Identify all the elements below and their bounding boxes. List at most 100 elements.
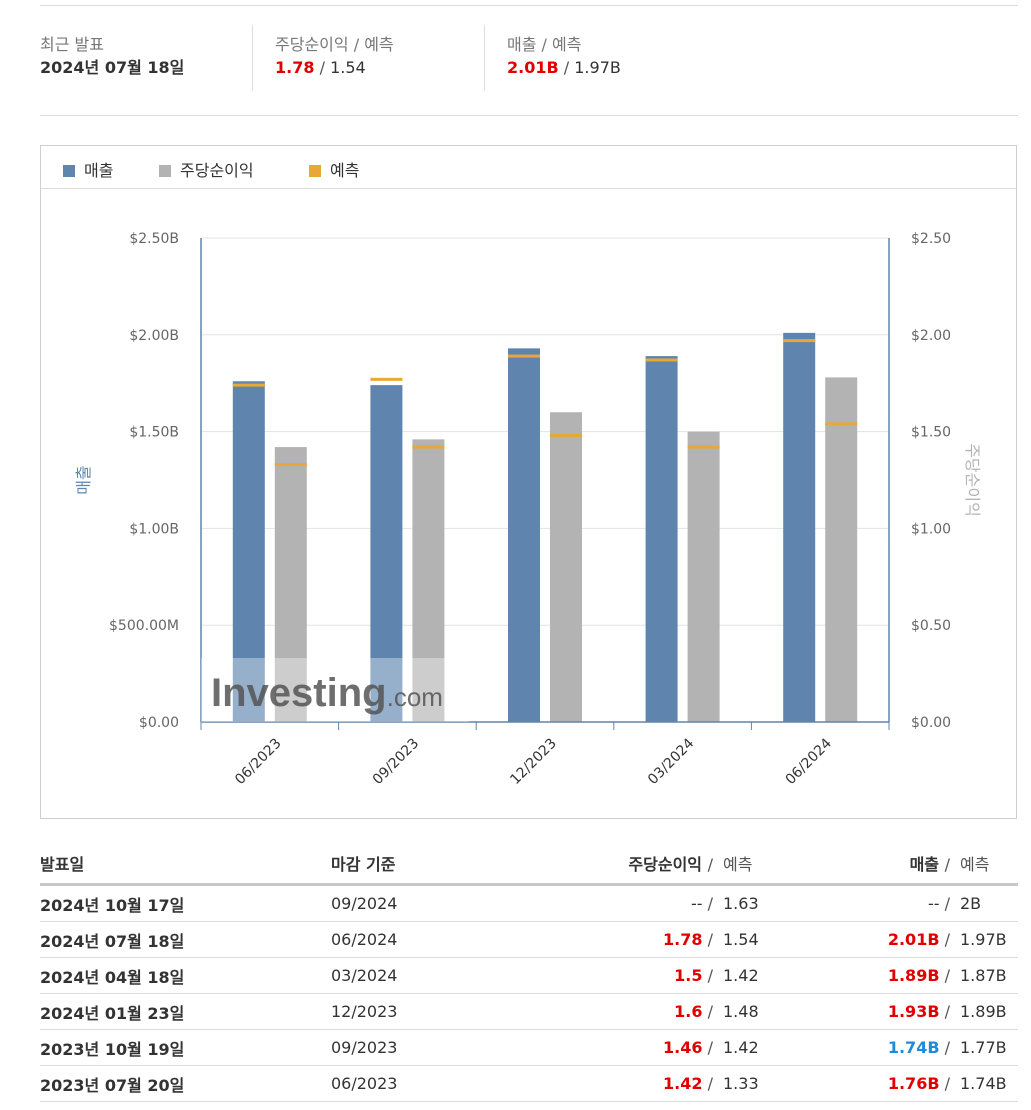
row-period: 06/2024	[331, 921, 481, 958]
right-tick-label: $2.50	[911, 231, 951, 247]
summary-eps: 주당순이익 / 예측 1.78 / 1.54	[252, 25, 485, 91]
revenue-label: 매출 / 예측	[507, 35, 582, 54]
table-row: 2023년 10월 19일 09/2023 1.46 /1.42 1.74B /1.7…	[40, 1029, 1018, 1066]
row-revenue: 2.01B /1.97B	[771, 921, 1018, 958]
row-date: 2024년 01월 23일	[40, 993, 331, 1030]
col-date[interactable]: 발표일	[40, 843, 331, 886]
left-tick-label: $1.50B	[129, 425, 179, 441]
revenue-value: 2.01B / 1.97B	[507, 58, 621, 77]
row-eps: 1.78 /1.54	[481, 921, 771, 958]
table-row: 2024년 10월 17일 09/2024 -- /1.63 -- /2B	[40, 884, 1018, 922]
x-tick-label: 09/2023	[370, 736, 422, 788]
row-revenue: -- /2B	[771, 884, 1018, 922]
row-date: 2024년 10월 17일	[40, 884, 331, 922]
left-tick-label: $2.00B	[129, 328, 179, 344]
chart-legend: 매출 주당순이익 예측	[41, 146, 1016, 189]
summary-release: 최근 발표 2024년 07월 18일	[40, 25, 250, 91]
right-tick-label: $0.00	[911, 715, 951, 731]
left-tick-label: $500.00M	[109, 618, 179, 634]
row-date: 2023년 07월 20일	[40, 1065, 331, 1102]
legend-revenue-swatch	[63, 165, 75, 177]
eps-forecast-mark	[274, 463, 307, 467]
watermark-logo: Investing.com	[211, 671, 443, 715]
table-header-row: 발표일 마감 기준 주당순이익 / 예측 매출 / 예측	[40, 843, 1018, 886]
eps-forecast-mark	[687, 445, 720, 449]
row-period: 09/2024	[331, 884, 481, 922]
table-row: 2024년 04월 18일 03/2024 1.5 /1.42 1.89B /1.87…	[40, 957, 1018, 994]
legend-forecast[interactable]: 예측	[309, 157, 359, 181]
revenue-bar	[232, 381, 265, 722]
left-tick-label: $0.00	[139, 715, 179, 731]
revenue-bar	[645, 356, 678, 722]
top-divider	[40, 5, 1018, 6]
col-eps[interactable]: 주당순이익 / 예측	[481, 843, 771, 886]
revenue-forecast-mark	[508, 354, 540, 358]
row-date: 2024년 07월 18일	[40, 921, 331, 958]
eps-label: 주당순이익 / 예측	[275, 35, 394, 54]
row-revenue: 1.74B /1.77B	[771, 1029, 1018, 1066]
row-period: 09/2023	[331, 1029, 481, 1066]
left-tick-label: $1.00B	[129, 521, 179, 537]
right-tick-label: $0.50	[911, 618, 951, 634]
legend-forecast-swatch	[309, 165, 321, 177]
x-tick-label: 03/2024	[645, 735, 698, 788]
eps-bar	[412, 439, 445, 722]
right-tick-label: $1.00	[911, 521, 951, 537]
row-eps: 1.46 /1.42	[481, 1029, 771, 1066]
summary-revenue: 매출 / 예측 2.01B / 1.97B	[484, 25, 717, 91]
row-period: 03/2024	[331, 957, 481, 994]
left-axis-title: 매출	[74, 465, 93, 494]
right-tick-label: $2.00	[911, 328, 951, 344]
legend-revenue[interactable]: 매출	[63, 157, 113, 181]
eps-bar	[687, 431, 720, 722]
eps-bar	[274, 447, 307, 722]
row-revenue: 1.76B /1.74B	[771, 1065, 1018, 1102]
revenue-bar	[783, 332, 816, 722]
table-row: 2023년 07월 20일 06/2023 1.42 /1.33 1.76B /1.7…	[40, 1065, 1018, 1102]
row-eps: 1.6 /1.48	[481, 993, 771, 1030]
row-eps: 1.42 /1.33	[481, 1065, 771, 1102]
revenue-bar	[508, 348, 540, 722]
revenue-forecast-mark	[645, 358, 678, 362]
x-tick-label: 06/2024	[783, 735, 836, 788]
row-period: 06/2023	[331, 1065, 481, 1102]
col-period[interactable]: 마감 기준	[331, 843, 481, 886]
right-axis-title: 주당순이익	[963, 443, 982, 517]
earnings-table: 발표일 마감 기준 주당순이익 / 예측 매출 / 예측 2024년 10월 17일…	[40, 843, 1018, 1102]
eps-forecast-mark	[825, 422, 858, 426]
row-revenue: 1.93B /1.89B	[771, 993, 1018, 1030]
latest-earnings-summary: 최근 발표 2024년 07월 18일 주당순이익 / 예측 1.78 / 1.…	[40, 25, 1018, 116]
revenue-forecast-mark	[232, 383, 265, 387]
revenue-forecast: 1.97B	[574, 58, 621, 77]
release-label: 최근 발표	[40, 35, 104, 54]
eps-value: 1.78 / 1.54	[275, 58, 366, 77]
eps-forecast-mark	[550, 433, 582, 437]
legend-eps-swatch	[159, 165, 171, 177]
eps-bar	[550, 412, 582, 722]
table-body: 2024년 10월 17일 09/2024 -- /1.63 -- /2B 2024년 …	[40, 884, 1018, 1102]
row-period: 12/2023	[331, 993, 481, 1030]
revenue-actual: 2.01B	[507, 58, 559, 77]
revenue-bar	[370, 385, 403, 722]
row-date: 2023년 10월 19일	[40, 1029, 331, 1066]
col-revenue[interactable]: 매출 / 예측	[771, 843, 1018, 886]
eps-bar	[825, 377, 858, 722]
table-row: 2024년 01월 23일 12/2023 1.6 /1.48 1.93B /1.89…	[40, 993, 1018, 1030]
eps-forecast: 1.54	[330, 58, 366, 77]
table-row: 2024년 07월 18일 06/2024 1.78 /1.54 2.01B /1.9…	[40, 921, 1018, 958]
row-eps: 1.5 /1.42	[481, 957, 771, 994]
eps-forecast-mark	[412, 445, 445, 449]
row-revenue: 1.89B /1.87B	[771, 957, 1018, 994]
revenue-forecast-mark	[370, 377, 403, 381]
row-eps: -- /1.63	[481, 884, 771, 922]
revenue-forecast-mark	[783, 339, 816, 343]
eps-actual: 1.78	[275, 58, 315, 77]
row-date: 2024년 04월 18일	[40, 957, 331, 994]
x-tick-label: 12/2023	[507, 736, 559, 788]
release-date: 2024년 07월 18일	[40, 58, 185, 77]
left-tick-label: $2.50B	[129, 231, 179, 247]
legend-eps[interactable]: 주당순이익	[159, 157, 254, 181]
earnings-chart: $0.00 $500.00M $1.00B $1.50B $2.00B $2.50B $0.…	[40, 145, 1017, 819]
chart-canvas: $0.00 $500.00M $1.00B $1.50B $2.00B $2.50B $0.…	[74, 231, 982, 788]
watermark-backdrop	[201, 658, 469, 722]
